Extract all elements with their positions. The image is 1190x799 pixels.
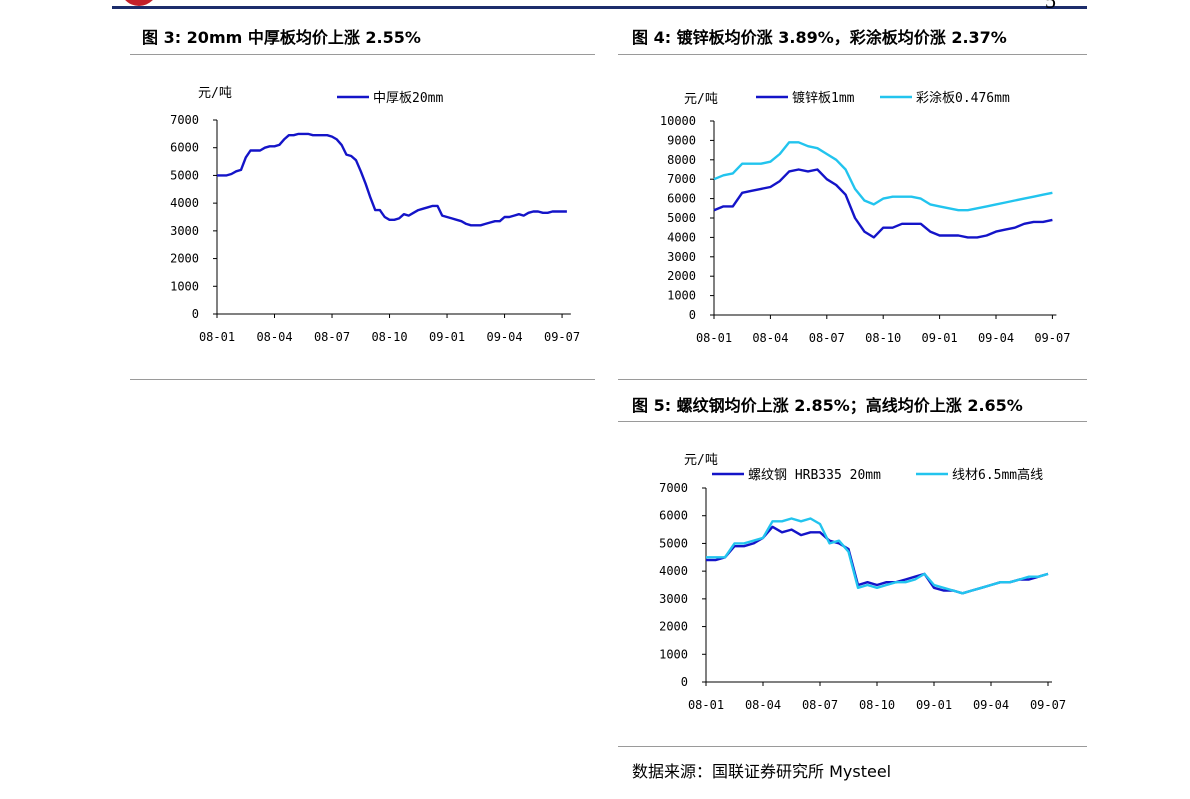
chart4-y-tick-label: 0 xyxy=(689,308,696,322)
divider-fig5-top xyxy=(618,421,1087,422)
chart4-series-1-line xyxy=(713,168,1053,239)
chart3-x-tick-label: 08-10 xyxy=(371,330,407,344)
chart3-x-tick-label: 08-01 xyxy=(199,330,235,344)
figure-3-title: 图 3: 20mm 中厚板均价上涨 2.55% xyxy=(142,28,421,47)
figure-4-title: 图 4: 镀锌板均价涨 3.89%，彩涂板均价涨 2.37% xyxy=(632,28,1007,47)
chart3-y-tick-label: 5000 xyxy=(170,168,199,182)
chart5-y-tick-label: 0 xyxy=(681,675,688,689)
chart5-y-tick-label: 1000 xyxy=(659,647,688,661)
chart5-y-tick-label: 3000 xyxy=(659,592,688,606)
chart4-x-tick-label: 09-07 xyxy=(1034,331,1070,345)
chart3-y-tick-label: 0 xyxy=(192,307,199,321)
divider-fig5-bottom xyxy=(618,746,1087,747)
chart4-y-tick-label: 2000 xyxy=(667,269,696,283)
chart4-x-tick-label: 08-07 xyxy=(809,331,845,345)
chart3-x-tick-label: 09-01 xyxy=(429,330,465,344)
chart4-x-tick-label: 08-01 xyxy=(696,331,732,345)
divider-fig3-top xyxy=(130,54,595,55)
chart5-legend-label-1: 螺纹钢 HRB335 20mm xyxy=(748,468,881,483)
chart4-series-2-line xyxy=(713,141,1053,212)
source-note: 数据来源：国联证券研究所 Mysteel xyxy=(632,762,892,781)
chart4-y-tick-label: 8000 xyxy=(667,153,696,167)
chart5-x-tick-label: 08-01 xyxy=(688,698,724,712)
chart3-x-tick-label: 08-04 xyxy=(256,330,292,344)
chart3-y-unit-label: 元/吨 xyxy=(198,86,232,101)
page-number: 5 xyxy=(1045,0,1056,13)
chart4-y-tick-label: 5000 xyxy=(667,211,696,225)
chart5-y-tick-label: 6000 xyxy=(659,509,688,523)
chart5-x-tick-label: 08-10 xyxy=(859,698,895,712)
chart3-y-tick-label: 7000 xyxy=(170,113,199,127)
chart4-y-tick-label: 1000 xyxy=(667,289,696,303)
chart5-x-tick-label: 09-07 xyxy=(1030,698,1066,712)
header-rule xyxy=(112,6,1087,9)
chart5-x-tick-label: 08-04 xyxy=(745,698,781,712)
chart4-y-tick-label: 9000 xyxy=(667,133,696,147)
chart5-x-tick-label: 08-07 xyxy=(802,698,838,712)
chart4-y-tick-label: 3000 xyxy=(667,250,696,264)
divider-fig3-bottom xyxy=(130,379,595,380)
chart3-legend-label-1: 中厚板20mm xyxy=(373,91,443,106)
chart4-y-tick-label: 6000 xyxy=(667,192,696,206)
chart3-series-1-line xyxy=(217,132,567,227)
chart3-y-tick-label: 3000 xyxy=(170,224,199,238)
chart4-y-unit-label: 元/吨 xyxy=(684,92,718,107)
chart4-y-tick-label: 7000 xyxy=(667,172,696,186)
chart3-y-tick-label: 1000 xyxy=(170,279,199,293)
chart3-x-tick-label: 09-04 xyxy=(486,330,522,344)
chart4-legend-label-2: 彩涂板0.476mm xyxy=(916,90,1010,106)
chart5-y-tick-label: 2000 xyxy=(659,620,688,634)
chart3-x-tick-label: 08-07 xyxy=(314,330,350,344)
chart4-x-tick-label: 09-01 xyxy=(922,331,958,345)
divider-fig4-top xyxy=(618,54,1087,55)
chart4-x-tick-label: 08-04 xyxy=(752,331,788,345)
brand-logo xyxy=(120,0,158,6)
chart4-x-tick-label: 08-10 xyxy=(865,331,901,345)
chart5-y-tick-label: 4000 xyxy=(659,564,688,578)
chart3-x-tick-label: 09-07 xyxy=(544,330,580,344)
chart5-series-2-line xyxy=(706,517,1049,595)
chart5-x-tick-label: 09-01 xyxy=(916,698,952,712)
chart3-y-tick-label: 6000 xyxy=(170,141,199,155)
divider-fig4-bottom xyxy=(618,379,1087,380)
chart4-legend-label-1: 镀锌板1mm xyxy=(792,90,855,106)
chart5-y-tick-label: 7000 xyxy=(659,481,688,495)
chart3-y-tick-label: 4000 xyxy=(170,196,199,210)
chart3-y-tick-label: 2000 xyxy=(170,252,199,266)
chart5-y-tick-label: 5000 xyxy=(659,536,688,550)
chart5-y-unit-label: 元/吨 xyxy=(684,453,718,468)
figure-5-title: 图 5: 螺纹钢均价上涨 2.85%；高线均价上涨 2.65% xyxy=(632,396,1023,415)
chart4-y-tick-label: 4000 xyxy=(667,230,696,244)
chart4-y-tick-label: 10000 xyxy=(660,114,696,128)
chart5-x-tick-label: 09-04 xyxy=(973,698,1009,712)
chart5-legend-label-2: 线材6.5mm高线 xyxy=(952,467,1043,483)
chart4-x-tick-label: 09-04 xyxy=(978,331,1014,345)
